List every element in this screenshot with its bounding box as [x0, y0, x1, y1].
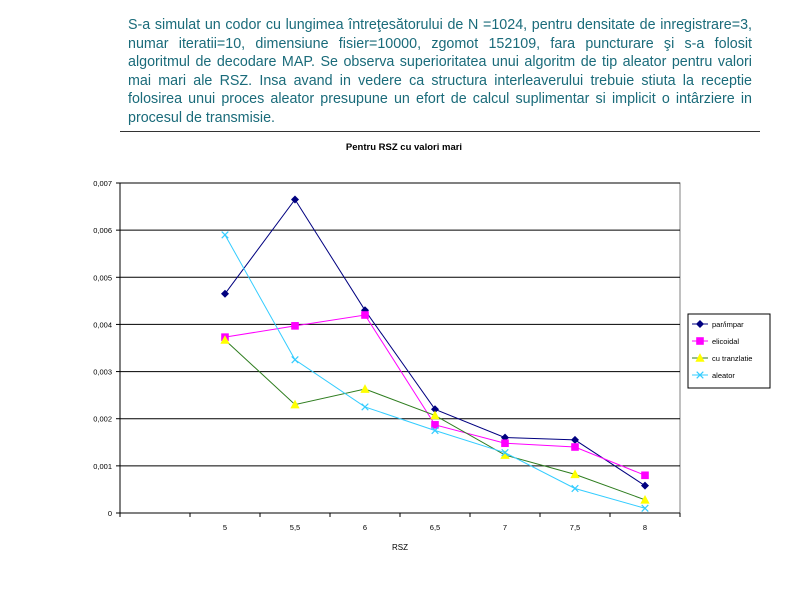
legend-label: aleator	[712, 371, 735, 380]
marker-stroke	[361, 403, 369, 411]
chart-title: Pentru RSZ cu valori mari	[346, 142, 462, 153]
marker-stroke	[696, 371, 704, 379]
legend-marker	[695, 353, 705, 362]
marker-stroke	[431, 426, 439, 435]
data-point	[221, 231, 229, 239]
legend-label: elicoidal	[712, 337, 739, 346]
legend-marker	[695, 319, 705, 329]
slide-paragraph: S-a simulat un codor cu lungimea întreţe…	[128, 17, 752, 126]
data-point	[641, 471, 649, 480]
y-tick-label: 0,007	[93, 179, 112, 188]
data-point	[220, 289, 230, 298]
data-point	[361, 311, 369, 319]
y-tick-label: 0,005	[93, 273, 112, 282]
divider-line	[120, 131, 760, 132]
data-point	[361, 403, 369, 411]
y-tick-label: 0	[108, 509, 112, 518]
data-point	[290, 399, 300, 409]
x-tick-label: 7,5	[570, 523, 580, 532]
legend: par/impar elicoidal cu tranzlatie aleator	[687, 313, 771, 389]
y-tick-label: 0,001	[93, 462, 112, 471]
data-point	[291, 356, 299, 364]
data-point	[290, 195, 300, 204]
plot-area: 0 0,001 0,002 0,003 0,004 0,005 0,006 0,007 5 5,5…	[93, 179, 681, 532]
legend-marker	[696, 337, 704, 345]
x-tick-label: 5	[223, 523, 227, 532]
data-point	[640, 494, 650, 504]
plot-background	[119, 182, 681, 514]
data-point	[501, 448, 509, 457]
data-point	[641, 504, 649, 513]
y-tick-label: 0,003	[93, 368, 112, 377]
x-tick-label: 8	[643, 523, 647, 532]
data-point	[571, 443, 579, 451]
data-point	[501, 439, 509, 448]
y-tick-label: 0,002	[93, 415, 112, 424]
marker-stroke	[291, 356, 299, 364]
marker-stroke	[641, 504, 649, 513]
marker-stroke	[501, 448, 509, 457]
legend-label: par/impar	[712, 320, 744, 329]
legend-label: cu tranzlatie	[712, 354, 752, 363]
y-tick-label: 0,004	[93, 320, 112, 329]
data-point	[431, 421, 439, 429]
data-point	[570, 469, 580, 479]
marker-stroke	[221, 231, 229, 239]
x-tick-label: 7	[503, 523, 507, 532]
x-tick-label: 6,5	[430, 523, 440, 532]
x-axis-title: RSZ	[392, 543, 408, 552]
data-point	[431, 426, 439, 435]
data-point	[220, 335, 230, 344]
x-tick-label: 5,5	[290, 523, 300, 532]
data-point	[360, 384, 370, 393]
data-point	[430, 410, 440, 420]
data-point	[291, 322, 299, 330]
y-tick-label: 0,006	[93, 226, 112, 235]
legend-marker	[696, 371, 704, 379]
data-point	[640, 481, 650, 490]
marker-stroke	[571, 484, 579, 493]
x-tick-label: 6	[363, 523, 367, 532]
data-point	[571, 484, 579, 493]
